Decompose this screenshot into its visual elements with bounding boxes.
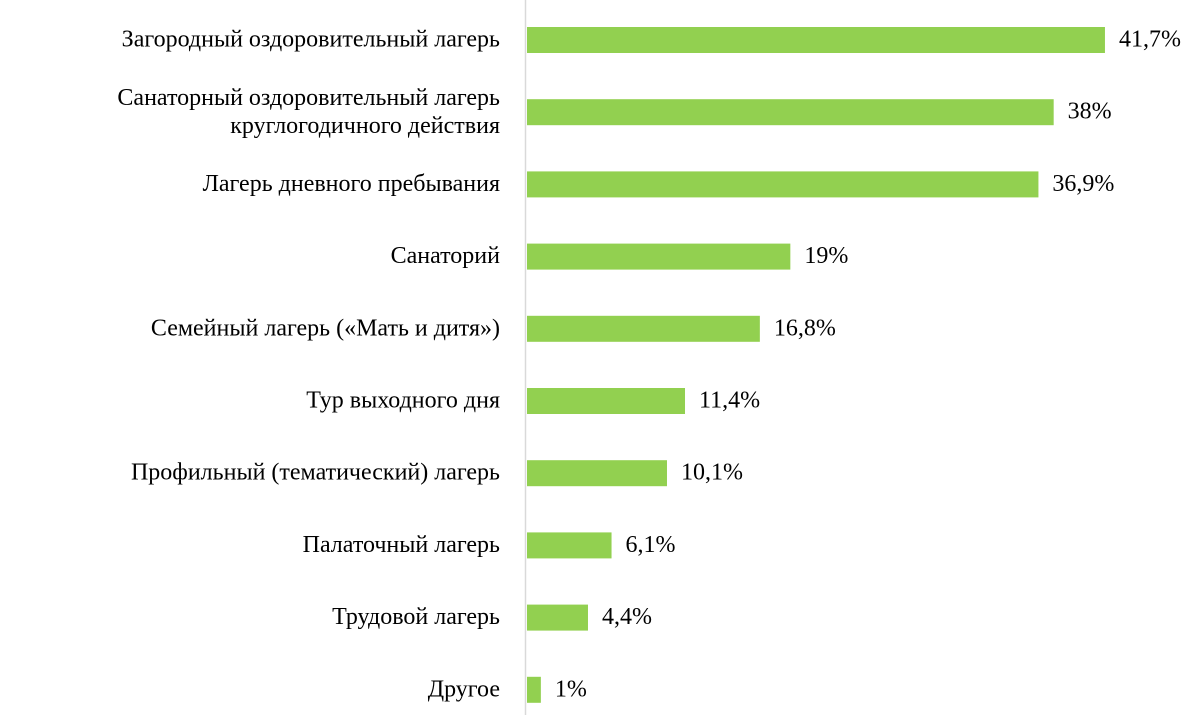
bar xyxy=(527,27,1105,53)
y-tick-label: Санаторный оздоровительный лагерь круглог… xyxy=(117,85,500,139)
value-label: 36,9% xyxy=(1052,171,1114,197)
value-label: 10,1% xyxy=(681,460,743,486)
bar xyxy=(527,388,686,414)
value-label: 38% xyxy=(1068,99,1112,125)
y-tick-label: Тур выходного дня xyxy=(306,388,500,414)
value-label: 19% xyxy=(804,243,848,269)
bar xyxy=(527,99,1054,126)
y-tick-label: Другое xyxy=(428,676,500,702)
y-tick-label: Лагерь дневного пребывания xyxy=(203,171,500,197)
y-tick-label: Загородный оздоровительный лагерь xyxy=(122,27,500,53)
value-label: 41,7% xyxy=(1119,27,1181,53)
y-tick-label: Семейный лагерь («Мать и дитя») xyxy=(151,315,500,341)
bar xyxy=(527,315,760,342)
y-tick-label: Профильный (тематический) лагерь xyxy=(131,460,500,486)
value-label: 6,1% xyxy=(626,532,676,558)
value-label: 11,4% xyxy=(699,388,760,414)
y-tick-label: Трудовой лагерь xyxy=(332,604,500,630)
value-label: 1% xyxy=(555,676,587,702)
value-label: 16,8% xyxy=(774,315,836,341)
y-tick-label: Палаточный лагерь xyxy=(303,532,500,558)
bar xyxy=(527,460,667,487)
bar xyxy=(527,243,791,270)
bar xyxy=(527,604,588,631)
bar xyxy=(527,676,541,703)
value-label: 4,4% xyxy=(602,604,652,630)
bar xyxy=(527,532,612,559)
bar xyxy=(527,171,1039,198)
y-tick-label: Санаторий xyxy=(391,243,501,269)
